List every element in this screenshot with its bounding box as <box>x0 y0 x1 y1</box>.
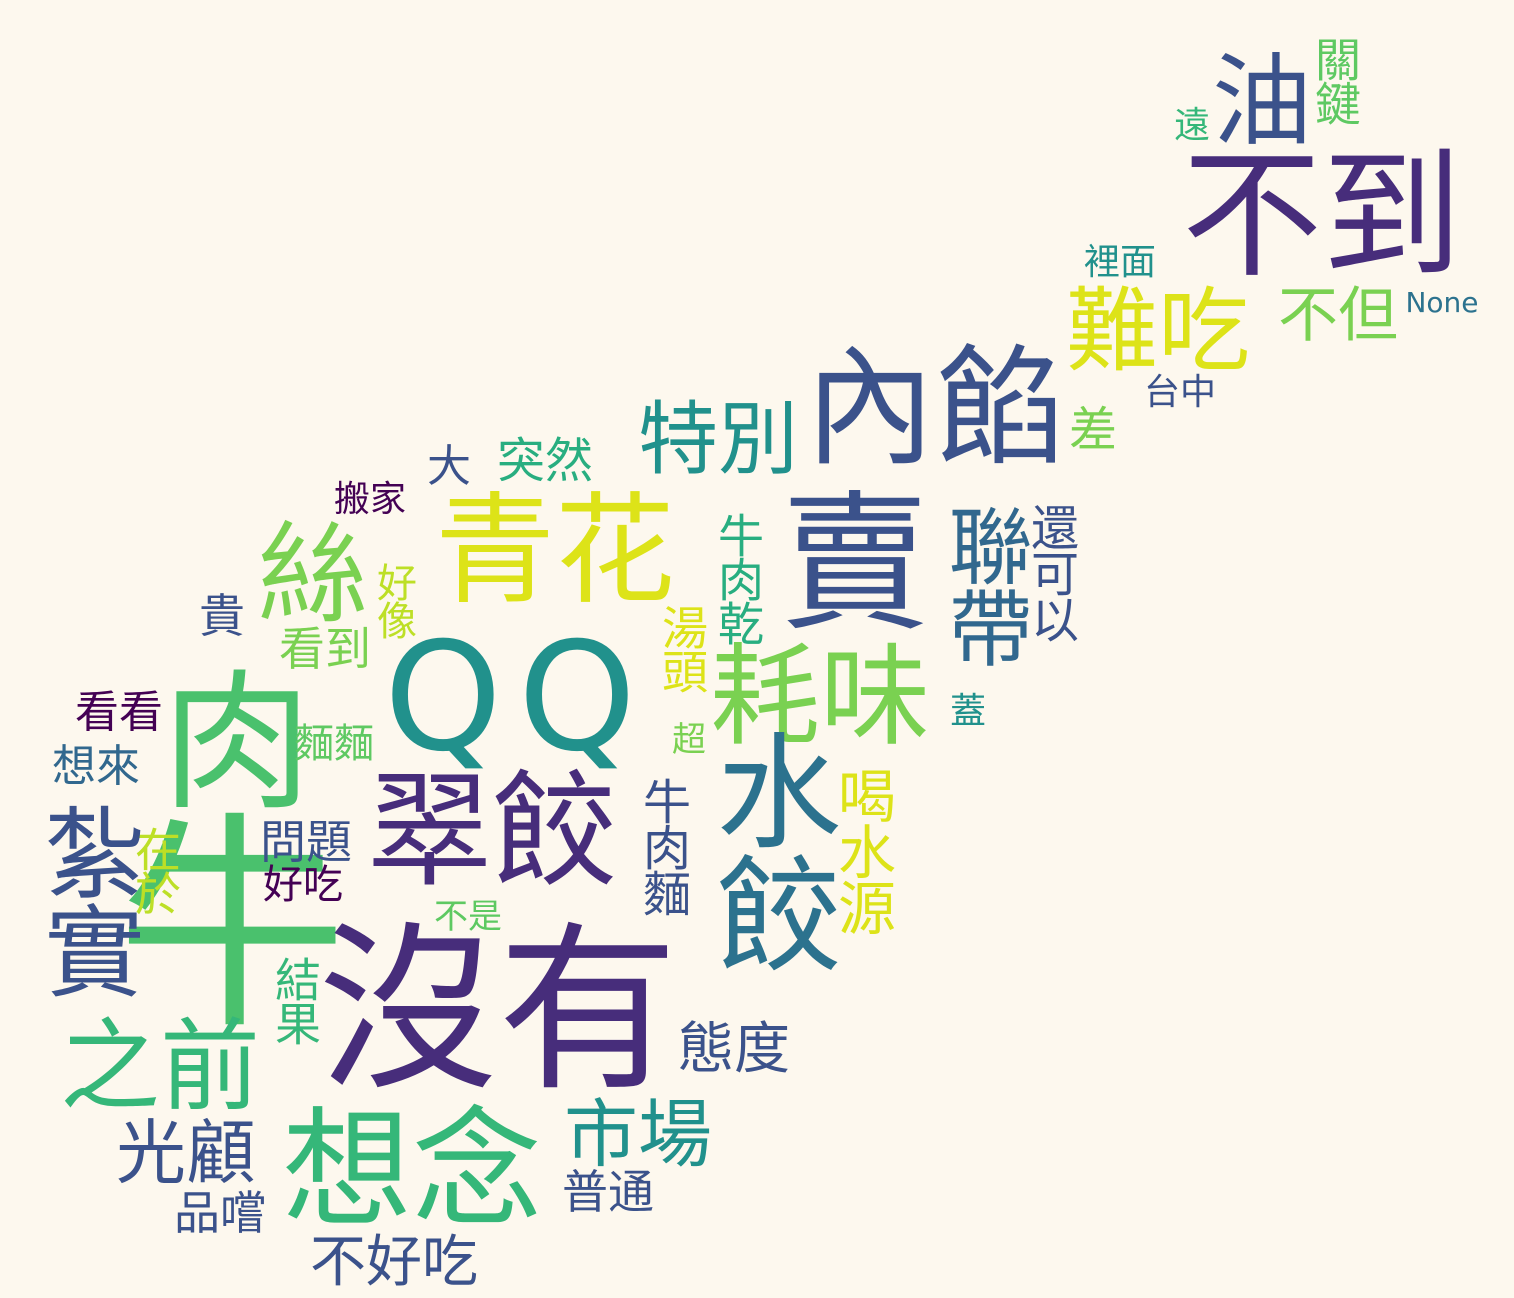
word: 看到 <box>279 622 371 676</box>
word: 結果 <box>268 956 322 1044</box>
word: 絲 <box>258 511 368 639</box>
word: 不但 <box>1278 281 1398 351</box>
word: 想來 <box>52 741 140 792</box>
word: QQ <box>383 611 653 785</box>
word: 台中 <box>1143 372 1217 413</box>
word: 普通 <box>562 1165 654 1219</box>
word: 裡面 <box>1083 242 1157 283</box>
word: 牛肉乾 <box>711 512 765 644</box>
word: None <box>1405 286 1479 319</box>
word: 好吃 <box>263 862 343 908</box>
word: 問題 <box>260 815 352 869</box>
word: 大 <box>427 441 471 492</box>
word: 不是 <box>434 897 502 937</box>
word: 特別 <box>638 393 798 486</box>
word: 超 <box>672 720 706 760</box>
word: 搬家 <box>333 479 407 520</box>
word: 光顧 <box>116 1112 256 1194</box>
word: 還可以 <box>1022 503 1078 641</box>
word: 在於 <box>128 826 182 914</box>
word: 耗味 <box>710 633 930 761</box>
word: 麵麵 <box>294 721 374 767</box>
word: 蓋 <box>949 691 987 732</box>
word: 不到 <box>1181 135 1463 298</box>
word: 不好吃 <box>310 1230 478 1295</box>
word: 想念 <box>281 1094 543 1246</box>
word: 水餃 <box>694 727 840 973</box>
word: 難吃 <box>1065 278 1251 385</box>
word: 內餡 <box>804 332 1066 484</box>
word: 遠 <box>1173 105 1211 146</box>
word: 看看 <box>75 687 163 738</box>
word: 突然 <box>496 433 594 489</box>
word: 態度 <box>678 1017 790 1082</box>
word: 紮實 <box>27 802 144 998</box>
word: 市場 <box>564 1092 712 1178</box>
word: 肉 <box>161 657 313 831</box>
word: 牛 <box>116 794 348 1061</box>
word: 好像 <box>370 562 416 638</box>
word: 喝水源 <box>828 766 896 934</box>
word: 賣 <box>779 478 931 652</box>
word: 沒有 <box>317 907 679 1116</box>
word: 翠餃 <box>367 759 617 905</box>
word: 青花 <box>435 482 675 621</box>
word: 湯頭 <box>655 604 709 692</box>
word: 關鍵 <box>1308 36 1362 124</box>
word: 貴 <box>199 589 245 643</box>
word: 差 <box>1068 402 1118 458</box>
word: 油 <box>1212 43 1312 160</box>
word: 品嚐 <box>174 1186 266 1240</box>
word: 之前 <box>60 1008 260 1125</box>
word: 聯帶 <box>935 503 1033 667</box>
word: 牛肉麵 <box>634 777 690 915</box>
